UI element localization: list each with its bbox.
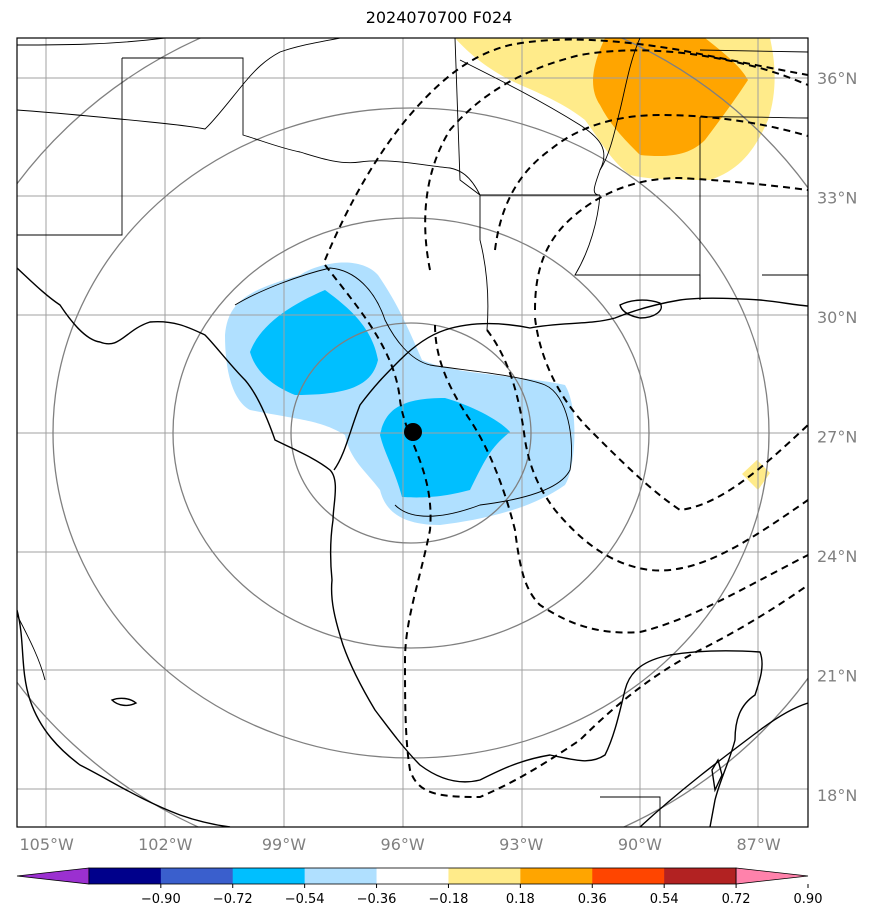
- storm-center-marker: [404, 423, 422, 441]
- latitude-tick-label: 21°N: [817, 667, 857, 686]
- plot-frame: [16, 37, 809, 828]
- colorbar-tick-label: 0.72: [722, 892, 751, 907]
- map-title: 2024070700 F024: [365, 8, 513, 27]
- colorbar-tick-label: −0.90: [141, 892, 181, 907]
- positive-anomaly-fill: [455, 38, 775, 490]
- colorbar-tick-label: −0.18: [429, 892, 469, 907]
- colorbar-tick-label: −0.54: [285, 892, 325, 907]
- longitude-tick-label: 90°W: [618, 835, 662, 854]
- colorbar-segment: [592, 868, 665, 884]
- latitude-tick-labels: 36°N 33°N 30°N 27°N 24°N 21°N 18°N: [817, 69, 857, 805]
- longitude-tick-label: 96°W: [381, 835, 425, 854]
- gridlines: [17, 38, 808, 827]
- colorbar-extend-high: [735, 867, 809, 885]
- latitude-tick-label: 33°N: [817, 188, 857, 207]
- colorbar-segment: [304, 868, 378, 884]
- colorbar-tick-label: 0.90: [794, 892, 823, 907]
- longitude-tick-label: 87°W: [736, 835, 780, 854]
- colorbar-segment: [232, 868, 306, 884]
- colorbar: −0.90 −0.72 −0.54 −0.36 −0.18 0.18 0.36 0.54 0.7…: [16, 867, 823, 907]
- latitude-tick-label: 27°N: [817, 427, 857, 446]
- latitude-tick-label: 30°N: [817, 308, 857, 327]
- colorbar-tick-label: −0.36: [357, 892, 397, 907]
- latitude-tick-label: 24°N: [817, 547, 857, 566]
- colorbar-segment: [88, 868, 162, 884]
- colorbar-segment: [448, 868, 521, 884]
- longitude-tick-label: 93°W: [499, 835, 543, 854]
- region-outline: [234, 267, 572, 517]
- map-plot-area: [17, 38, 808, 827]
- latitude-tick-label: 18°N: [817, 786, 857, 805]
- colorbar-segment: [160, 868, 234, 884]
- longitude-tick-label: 99°W: [262, 835, 306, 854]
- latitude-tick-label: 36°N: [817, 69, 857, 88]
- colorbar-segment: [664, 868, 737, 884]
- colorbar-tick-label: 0.54: [650, 892, 679, 907]
- colorbar-extend-low: [16, 867, 90, 885]
- colorbar-segment: [520, 868, 593, 884]
- colorbar-tick-label: 0.18: [506, 892, 535, 907]
- longitude-tick-label: 105°W: [19, 835, 74, 854]
- colorbar-frame: [88, 867, 737, 885]
- colorbar-segment: [376, 868, 449, 884]
- longitude-tick-labels: 105°W 102°W 99°W 96°W 93°W 90°W 87°W: [19, 835, 780, 854]
- colorbar-tick-label: −0.72: [213, 892, 253, 907]
- colorbar-tick-label: 0.36: [578, 892, 607, 907]
- dashed-isolines: [324, 38, 808, 799]
- longitude-tick-label: 102°W: [138, 835, 193, 854]
- coastlines: [17, 267, 808, 827]
- state-borders: [17, 38, 808, 827]
- distance-rings: [17, 38, 808, 827]
